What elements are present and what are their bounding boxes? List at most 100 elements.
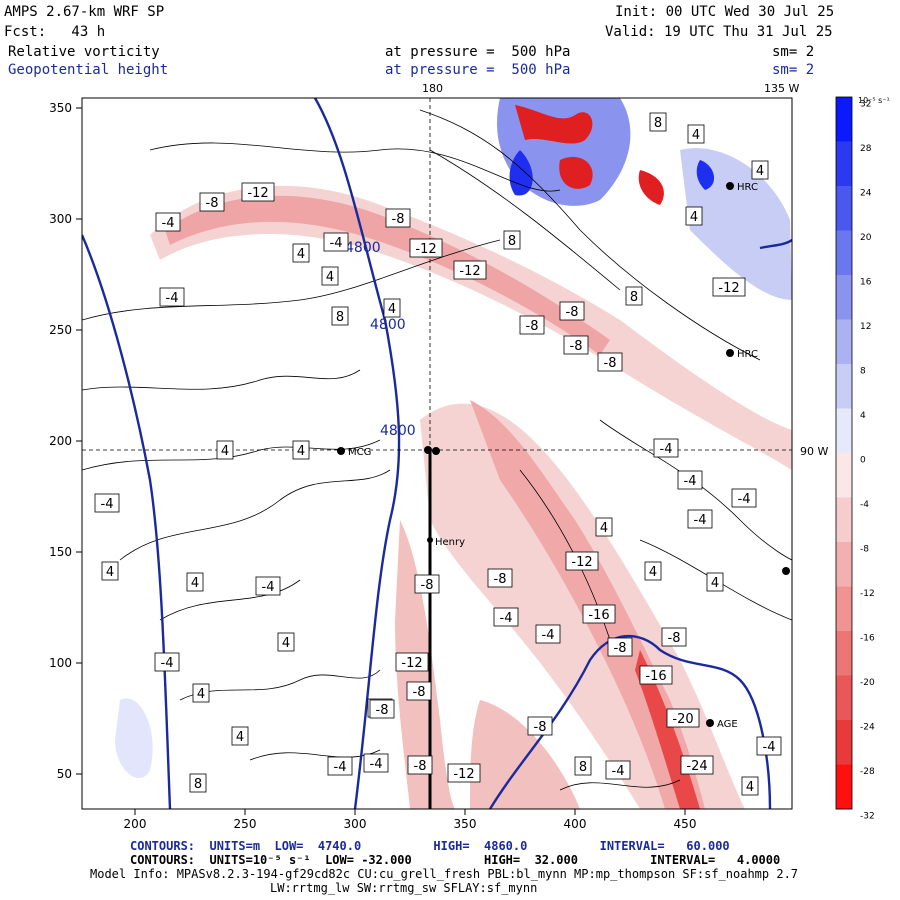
vorticity-label-box bbox=[666, 708, 700, 728]
vorticity-label: -24 bbox=[686, 759, 707, 774]
vorticity-label-box bbox=[159, 287, 185, 307]
colorbar-swatch bbox=[836, 230, 852, 276]
station-marker bbox=[432, 447, 440, 455]
vorticity-label: -8 bbox=[376, 703, 389, 718]
colorbar-label: 28 bbox=[860, 144, 872, 154]
vorticity-label: -8 bbox=[421, 578, 434, 593]
model-info: Model Info: MPASv8.2.3-194-gf29cd82c CU:… bbox=[90, 867, 799, 881]
colorbar: 32 28 24 20 16 12 8 4 0 -4 -8 -12 -16 -20 -24 -28 -32 bbox=[835, 96, 875, 822]
vorticity-label: -8 bbox=[534, 720, 547, 735]
colorbar-unit: 10⁻⁵ s⁻¹ bbox=[858, 96, 890, 105]
colorbar-label: -16 bbox=[860, 634, 875, 644]
vorticity-label-box bbox=[331, 306, 349, 326]
vorticity-label: 8 bbox=[336, 310, 344, 325]
height-contour-info: CONTOURS: UNITS=m LOW= 4740.0 HIGH= 4860… bbox=[130, 839, 730, 853]
y-tick-label: 300 bbox=[49, 212, 72, 226]
vorticity-label-box bbox=[535, 624, 561, 644]
station-label: Henry bbox=[435, 537, 465, 548]
vorticity-label-box bbox=[453, 260, 487, 280]
vorticity-label-box bbox=[292, 440, 310, 460]
vorticity-label-box bbox=[385, 208, 411, 228]
vorticity-label: -8 bbox=[566, 305, 579, 320]
field2-name: Geopotential height bbox=[8, 62, 169, 78]
vorticity-label-box bbox=[395, 652, 429, 672]
lon-label-90w: 90 W bbox=[800, 445, 828, 458]
vorticity-label: -8 bbox=[392, 212, 405, 227]
vorticity-label: -12 bbox=[571, 555, 592, 570]
y-tick-label: 250 bbox=[49, 323, 72, 337]
vorticity-label: 4 bbox=[756, 164, 764, 179]
vorticity-label: -4 bbox=[334, 760, 347, 775]
field2-level: at pressure = 500 hPa bbox=[385, 62, 571, 78]
vorticity-label: 4 bbox=[690, 210, 698, 225]
lon-label-135w: 135 W bbox=[764, 82, 799, 95]
vorticity-label: -4 bbox=[763, 740, 776, 755]
vorticity-label-box bbox=[407, 755, 433, 775]
station-marker bbox=[424, 446, 432, 454]
x-tick-label: 400 bbox=[564, 817, 587, 831]
station-marker bbox=[726, 349, 734, 357]
terrain-noise-red-3 bbox=[638, 170, 664, 205]
y-tick-label: 350 bbox=[49, 101, 72, 115]
vorticity-label-box bbox=[493, 607, 519, 627]
vorticity-label: -4 bbox=[330, 236, 343, 251]
vorticity-label-box bbox=[447, 763, 481, 783]
vorticity-label: -16 bbox=[645, 669, 666, 684]
colorbar-label: -20 bbox=[860, 678, 875, 688]
colorbar-label: 16 bbox=[860, 278, 872, 288]
vorticity-label-box bbox=[321, 266, 339, 286]
height-label: 4800 bbox=[370, 317, 406, 333]
colorbar-label: 32 bbox=[860, 100, 871, 110]
vorticity-contours bbox=[82, 109, 792, 791]
vorticity-label-box bbox=[406, 681, 432, 701]
colorbar-label: -4 bbox=[860, 500, 869, 510]
height-label: 4800 bbox=[380, 423, 416, 439]
vorticity-label-box bbox=[751, 160, 769, 180]
field1-name: Relative vorticity bbox=[8, 44, 160, 60]
colorbar-label: 0 bbox=[860, 456, 866, 466]
vorticity-label-box bbox=[369, 699, 395, 719]
map-fields bbox=[82, 98, 792, 809]
model-title: AMPS 2.67-km WRF SP bbox=[4, 4, 165, 20]
x-axis: 200 250 300 350 400 450 bbox=[124, 809, 696, 831]
y-tick-label: 100 bbox=[49, 656, 72, 670]
height-contour-west bbox=[82, 234, 172, 809]
y-tick-label: 200 bbox=[49, 434, 72, 448]
vorticity-label-box bbox=[216, 440, 234, 460]
vorticity-label: -8 bbox=[526, 319, 539, 334]
x-tick-label: 300 bbox=[344, 817, 367, 831]
terrain-noise-blue bbox=[509, 150, 533, 196]
vorticity-positive-patch bbox=[115, 698, 153, 779]
colorbar-label: 8 bbox=[860, 367, 866, 377]
lon-label-180: 180 bbox=[422, 82, 443, 95]
colorbar-label: -32 bbox=[860, 812, 875, 822]
vorticity-label: -12 bbox=[453, 767, 474, 782]
vorticity-band-arc-core bbox=[165, 195, 610, 355]
vorticity-label-box bbox=[582, 604, 616, 624]
colorbar-label: 20 bbox=[860, 233, 872, 243]
vorticity-label: -4 bbox=[262, 580, 275, 595]
vorticity-label-box bbox=[706, 572, 724, 592]
vorticity-label: 4 bbox=[221, 444, 229, 459]
colorbar-swatch bbox=[836, 97, 852, 142]
vorticity-label-box bbox=[661, 627, 687, 647]
colorbar-swatch bbox=[836, 675, 852, 721]
vorticity-label-box bbox=[487, 568, 513, 588]
vorticity-label: -4 bbox=[684, 474, 697, 489]
stations: MCG Henry HRC HRC AGE bbox=[337, 182, 790, 730]
vorticity-label-box bbox=[649, 112, 667, 132]
station-marker bbox=[782, 567, 790, 575]
vorticity-label-box bbox=[154, 652, 180, 672]
vorticity-label: -8 bbox=[604, 356, 617, 371]
vorticity-label: 8 bbox=[630, 290, 638, 305]
vorticity-label: 4 bbox=[282, 636, 290, 651]
height-labels: 4800 4800 4800 bbox=[345, 240, 416, 439]
vorticity-label: -4 bbox=[370, 757, 383, 772]
station-label: HRC bbox=[737, 182, 758, 193]
vorticity-label-box bbox=[559, 301, 585, 321]
vorticity-labels: -12-8-4-4-8-12-12-444848-8-8-8-8-1288444… bbox=[94, 112, 782, 796]
vorticity-label-box bbox=[644, 561, 662, 581]
vorticity-label: -4 bbox=[166, 291, 179, 306]
vorticity-label-box bbox=[677, 470, 703, 490]
vorticity-label-box bbox=[712, 277, 746, 297]
